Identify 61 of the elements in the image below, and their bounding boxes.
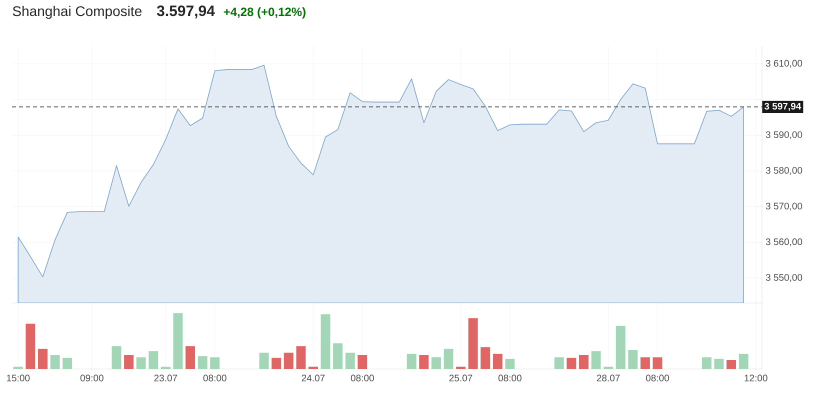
bar <box>431 357 441 369</box>
y-tick-label: 3 560,00 <box>766 238 802 246</box>
bar <box>714 358 724 369</box>
y-tick-label: 3 550,00 <box>766 274 802 282</box>
x-tick-label: 24.07 <box>302 374 325 382</box>
bar <box>210 357 220 369</box>
bar <box>173 313 183 369</box>
x-tick-label: 08:00 <box>646 374 670 382</box>
bar <box>26 324 36 369</box>
x-tick-label: 08:00 <box>203 374 226 382</box>
y-tick-label: 3 570,00 <box>766 202 802 211</box>
bar <box>492 354 502 369</box>
x-tick-label: 15:00 <box>6 374 30 382</box>
bar <box>112 346 122 369</box>
bar <box>62 358 72 369</box>
bar <box>468 318 478 369</box>
ref-line-label: 3 597,94 <box>764 102 802 111</box>
text: 3.597,94 <box>156 6 215 18</box>
bar <box>640 357 650 369</box>
y-tick-label: 3 580,00 <box>766 167 802 175</box>
bar <box>578 355 588 369</box>
x-tick-label: 08:00 <box>498 374 522 382</box>
bar <box>320 314 330 369</box>
chart-title: Shanghai Composite <box>12 6 142 19</box>
y-tick-label: 3 590,00 <box>766 131 802 140</box>
bar <box>358 355 368 369</box>
x-tick-label: 09:00 <box>80 374 104 382</box>
bar <box>738 354 748 369</box>
bar <box>591 351 601 369</box>
bar <box>198 356 208 369</box>
bar <box>554 357 564 369</box>
bar <box>345 352 355 369</box>
bar <box>616 326 626 369</box>
x-tick-label: 12:00 <box>744 374 768 382</box>
bar <box>272 358 282 369</box>
bar <box>148 351 158 369</box>
text: +4,28 (+0,12%) <box>224 7 306 18</box>
bar <box>480 347 490 369</box>
bar <box>259 352 269 369</box>
bar <box>444 348 454 369</box>
bar <box>284 352 294 369</box>
bar <box>702 357 712 369</box>
bar <box>419 355 429 369</box>
x-tick-label: 25.07 <box>449 374 472 382</box>
bar <box>136 357 146 369</box>
bar <box>50 355 60 369</box>
x-tick-label: 28.07 <box>596 374 620 382</box>
bar <box>38 348 48 369</box>
bar <box>124 355 134 369</box>
bar <box>186 346 196 369</box>
bar <box>333 343 343 369</box>
bar <box>726 360 736 369</box>
bar <box>566 358 576 369</box>
bar <box>406 354 416 369</box>
bar <box>628 350 638 369</box>
x-tick-label: 23.07 <box>154 374 178 382</box>
bar <box>652 357 662 369</box>
y-tick-label: 3 610,00 <box>766 60 802 68</box>
bar <box>505 358 515 369</box>
x-tick-label: 08:00 <box>350 374 374 382</box>
bar <box>296 346 306 369</box>
